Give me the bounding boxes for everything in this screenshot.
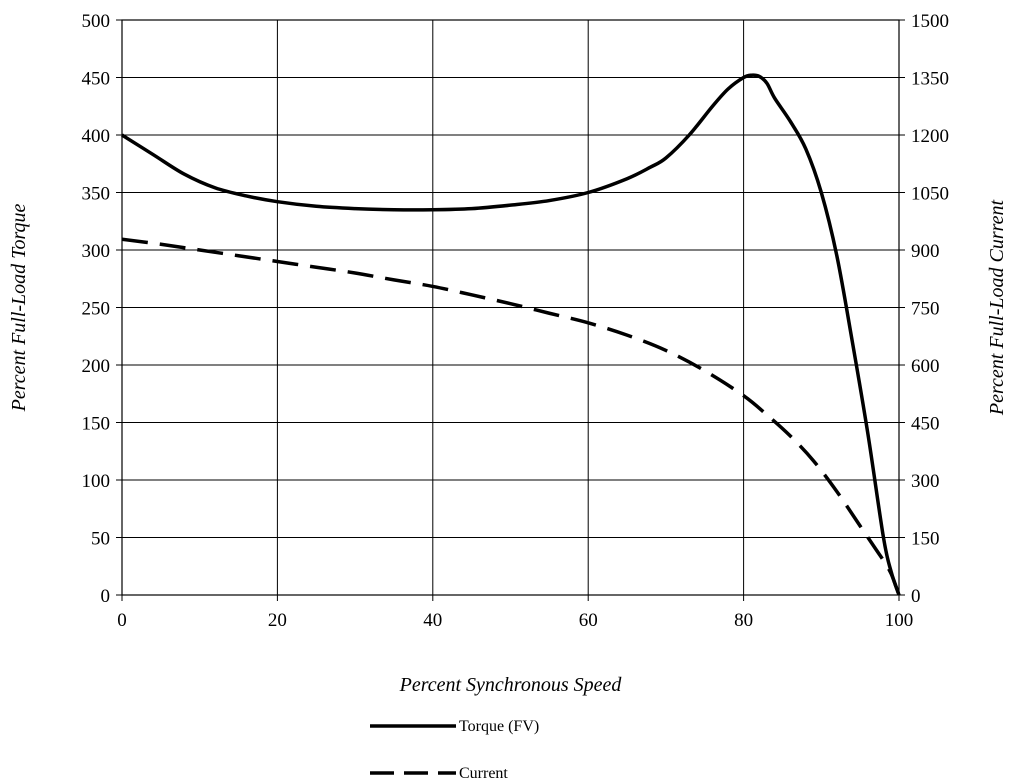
right-axis-title: Percent Full-Load Current: [986, 199, 1008, 416]
legend-label: Current: [459, 765, 508, 782]
x-tick-label: 0: [117, 610, 127, 631]
torque-series-line: [121, 73, 901, 596]
left-axis-title: Percent Full-Load Torque: [8, 203, 30, 412]
y2-tick-label: 0: [911, 586, 921, 607]
legend-label: Torque (FV): [459, 718, 539, 735]
y-tick-label: 500: [82, 11, 111, 32]
y2-tick-label: 1500: [911, 11, 949, 32]
y-tick-label: 300: [82, 241, 111, 262]
y2-tick-label: 1350: [911, 69, 949, 90]
x-tick-label: 80: [734, 610, 753, 631]
y-tick-label: 450: [82, 69, 111, 90]
x-axis-tick-labels: 0 20 40 60 80 100: [117, 595, 913, 631]
series-layer: [121, 73, 901, 596]
y-tick-label: 200: [82, 356, 111, 377]
y-tick-label: 100: [82, 471, 111, 492]
y2-tick-label: 300: [911, 471, 940, 492]
right-axis-tick-labels: 0 150 300 450 600 750 900 1050 1200 1350 1500: [899, 11, 949, 607]
left-axis-tick-labels: 0 50 100 150 200 250 300 350 400 450 500: [82, 11, 122, 607]
y2-tick-label: 1050: [911, 184, 949, 205]
y-tick-label: 150: [82, 414, 111, 435]
y2-tick-label: 450: [911, 414, 940, 435]
y-tick-label: 50: [91, 529, 110, 550]
y2-tick-label: 750: [911, 299, 940, 320]
y2-tick-label: 1200: [911, 126, 949, 147]
y-tick-label: 0: [101, 586, 111, 607]
legend: Torque (FV) Current: [370, 718, 539, 782]
grid: [121, 19, 900, 596]
y-tick-label: 250: [82, 299, 111, 320]
y2-tick-label: 150: [911, 529, 940, 550]
x-tick-label: 40: [423, 610, 442, 631]
x-tick-label: 60: [579, 610, 598, 631]
x-tick-label: 100: [885, 610, 914, 631]
y2-tick-label: 600: [911, 356, 940, 377]
x-tick-label: 20: [268, 610, 287, 631]
y2-tick-label: 900: [911, 241, 940, 262]
y-tick-label: 350: [82, 184, 111, 205]
x-axis-title: Percent Synchronous Speed: [399, 674, 623, 696]
current-series-line: [121, 237, 901, 596]
y-tick-label: 400: [82, 126, 111, 147]
